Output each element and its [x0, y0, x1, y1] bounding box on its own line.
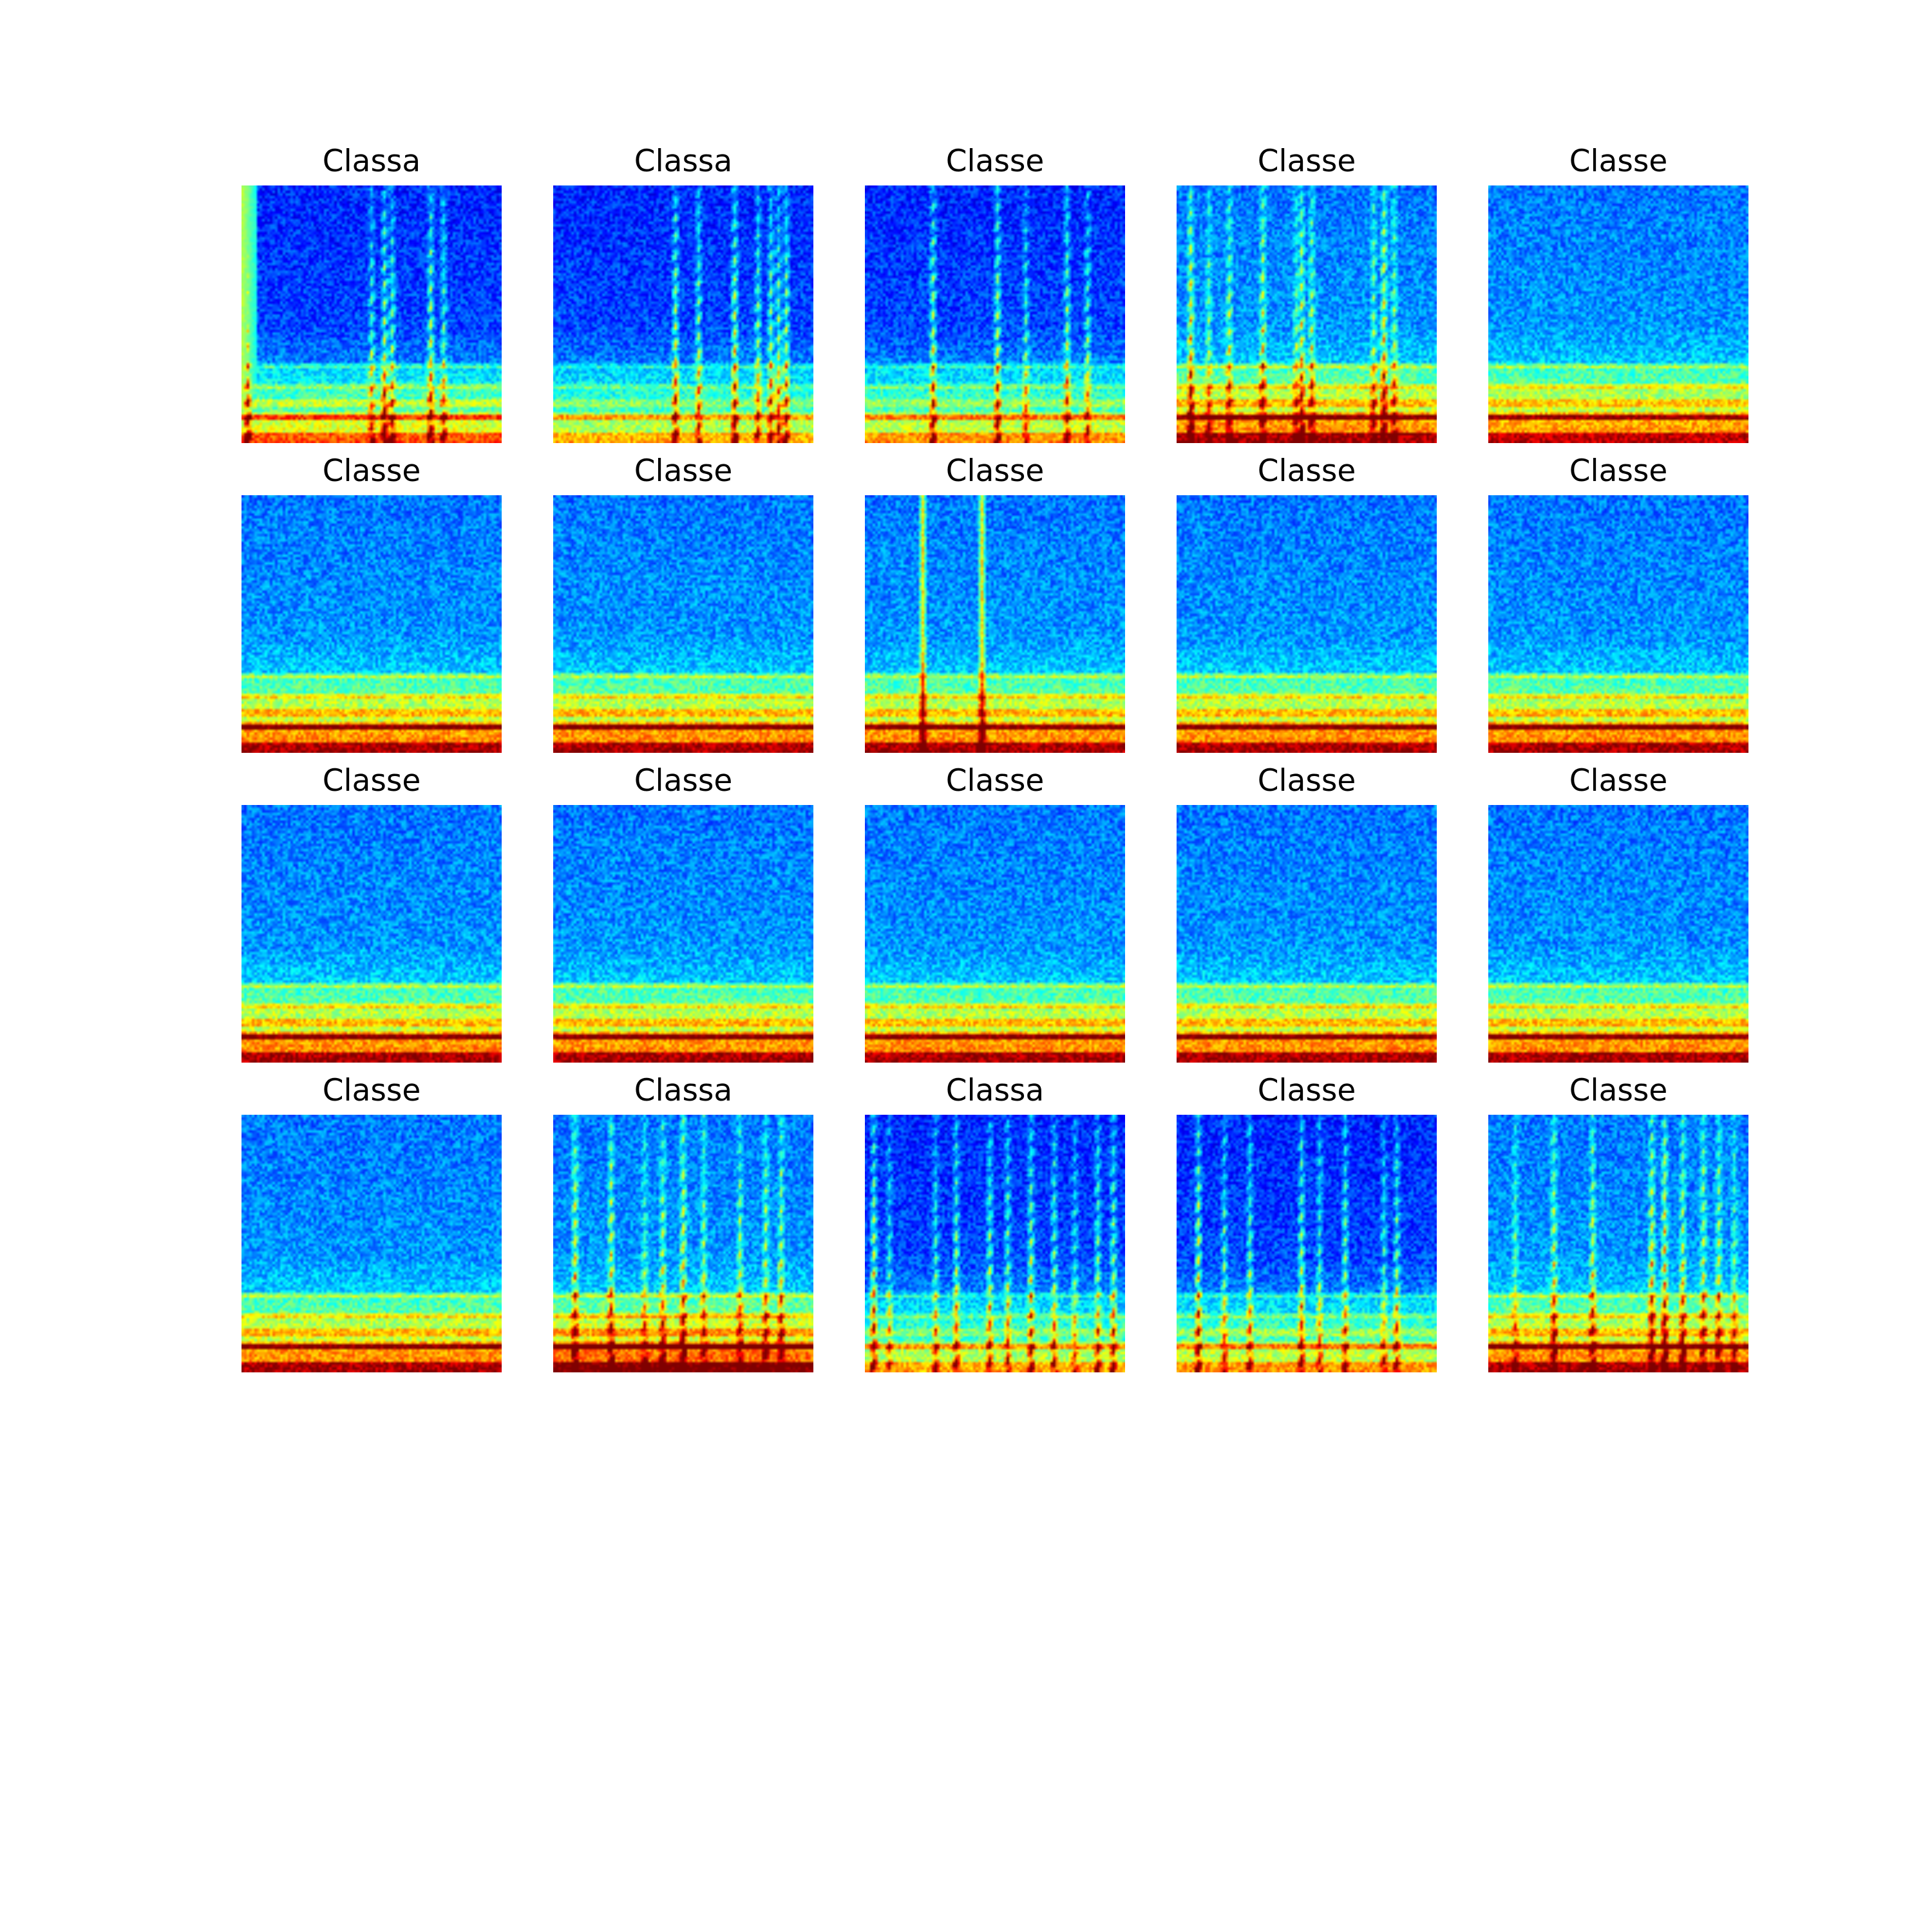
spectrogram-image: [553, 1115, 813, 1372]
spectrogram-image: [865, 1115, 1125, 1372]
spectrogram-image: [1488, 805, 1748, 1063]
panel-1: Classa: [242, 142, 502, 443]
panel-title: Classe: [945, 144, 1045, 179]
panel-title: Classe: [1569, 1073, 1668, 1108]
panel-17: Classa: [553, 1072, 813, 1372]
panel-10: Classe: [1488, 452, 1748, 753]
panel-title: Classe: [1257, 453, 1356, 489]
panel-title: Classe: [1569, 144, 1668, 179]
spectrogram-image: [1488, 185, 1748, 443]
spectrogram-image: [1177, 185, 1437, 443]
panel-9: Classe: [1177, 452, 1437, 753]
panel-title: Classe: [1569, 453, 1668, 489]
panel-4: Classe: [1177, 142, 1437, 443]
panel-title: Classe: [945, 763, 1045, 799]
panel-19: Classe: [1177, 1072, 1437, 1372]
spectrogram-image: [242, 185, 502, 443]
panel-title: Classe: [634, 763, 733, 799]
spectrogram-image: [1488, 1115, 1748, 1372]
panel-7: Classe: [553, 452, 813, 753]
panel-18: Classa: [865, 1072, 1125, 1372]
spectrogram-image: [242, 805, 502, 1063]
spectrogram-image: [1177, 805, 1437, 1063]
spectrogram-image: [865, 805, 1125, 1063]
spectrogram-image: [865, 185, 1125, 443]
spectrogram-image: [1488, 495, 1748, 753]
spectrogram-image: [553, 805, 813, 1063]
panel-15: Classe: [1488, 762, 1748, 1063]
panel-title: Classe: [322, 763, 421, 799]
panel-16: Classe: [242, 1072, 502, 1372]
panel-14: Classe: [1177, 762, 1437, 1063]
spectrogram-image: [242, 1115, 502, 1372]
panel-6: Classe: [242, 452, 502, 753]
spectrogram-image: [553, 185, 813, 443]
panel-2: Classa: [553, 142, 813, 443]
panel-title: Classe: [634, 453, 733, 489]
panel-20: Classe: [1488, 1072, 1748, 1372]
panel-title: Classe: [1257, 144, 1356, 179]
panel-title: Classe: [322, 1073, 421, 1108]
panel-3: Classe: [865, 142, 1125, 443]
panel-title: Classe: [322, 453, 421, 489]
panel-13: Classe: [865, 762, 1125, 1063]
panel-title: Classe: [945, 453, 1045, 489]
panel-11: Classe: [242, 762, 502, 1063]
panel-title: Classa: [945, 1073, 1045, 1108]
spectrogram-image: [1177, 1115, 1437, 1372]
panel-title: Classe: [1257, 763, 1356, 799]
panel-title: Classe: [1569, 763, 1668, 799]
spectrogram-image: [242, 495, 502, 753]
panel-12: Classe: [553, 762, 813, 1063]
panel-8: Classe: [865, 452, 1125, 753]
panel-title: Classa: [322, 144, 421, 179]
panel-5: Classe: [1488, 142, 1748, 443]
panel-title: Classe: [1257, 1073, 1356, 1108]
panel-title: Classa: [634, 1073, 733, 1108]
spectrogram-image: [865, 495, 1125, 753]
spectrogram-image: [553, 495, 813, 753]
panel-title: Classa: [634, 144, 733, 179]
spectrogram-image: [1177, 495, 1437, 753]
